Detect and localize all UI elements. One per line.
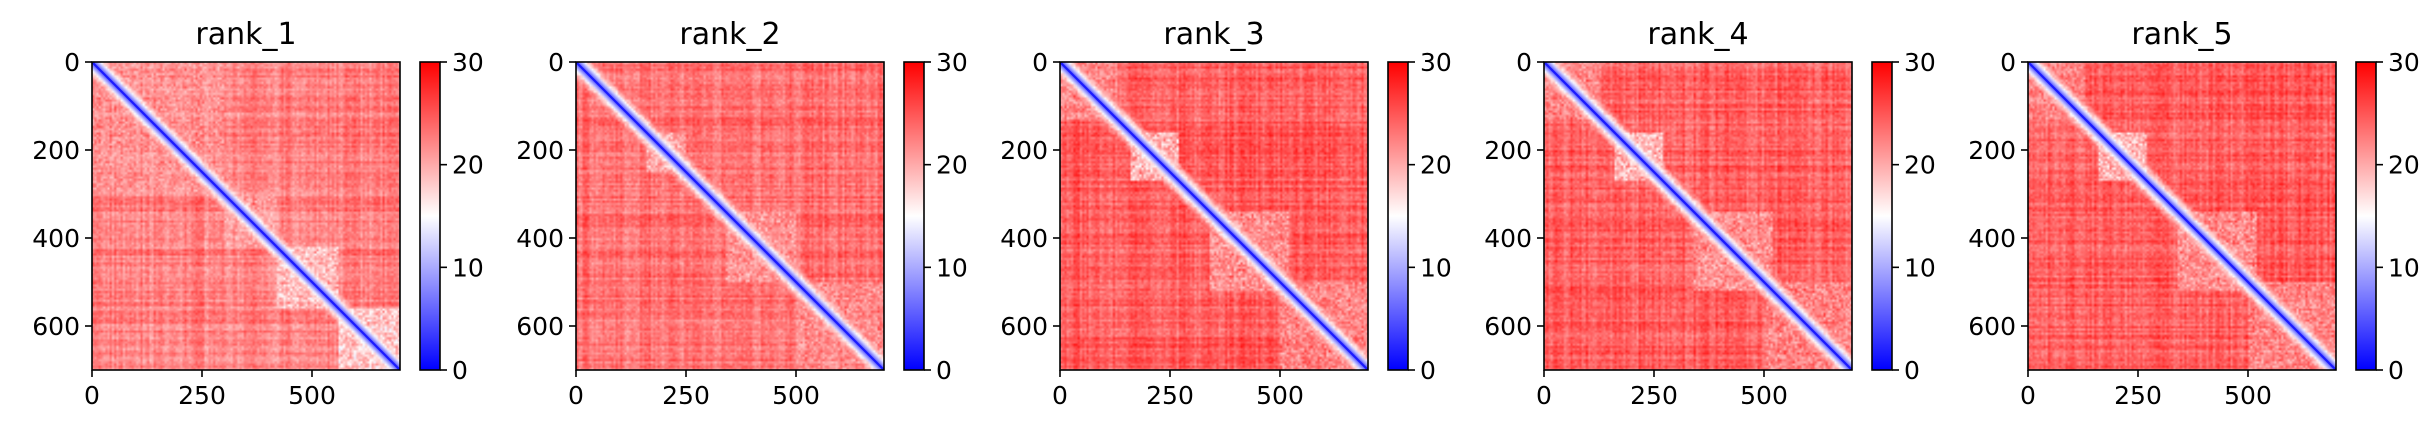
colorbar-tick-label: 20	[936, 151, 968, 180]
x-tick-label: 500	[288, 381, 336, 410]
x-tick-label: 250	[1630, 381, 1678, 410]
colorbar-tick-label: 20	[1904, 151, 1936, 180]
y-tick-label: 0	[64, 48, 80, 77]
colorbar-frame	[2355, 61, 2377, 371]
chart-title: rank_4	[1647, 17, 1748, 52]
colorbar-tick-label: 10	[1420, 253, 1452, 282]
plot-frame	[1059, 61, 1369, 371]
y-tick-label: 200	[32, 136, 80, 165]
plot-frame	[575, 61, 885, 371]
x-tick-label: 0	[568, 381, 584, 410]
colorbar	[1388, 62, 1408, 370]
y-tick-label: 400	[1484, 224, 1532, 253]
plot-frame	[91, 61, 401, 371]
y-tick-label: 400	[1000, 224, 1048, 253]
colorbar-tick-label: 10	[1904, 253, 1936, 282]
panel-rank_1: rank_1 0 250 500 0 200 400 600 0 10 20 30	[32, 17, 484, 410]
y-tick-label: 0	[1516, 48, 1532, 77]
diagonal-line	[1059, 61, 1369, 371]
plot-frame	[2027, 61, 2337, 371]
chart-title: rank_2	[679, 17, 780, 52]
colorbar-tick-label: 30	[936, 48, 968, 77]
colorbar	[420, 62, 440, 370]
plot-frame	[1543, 61, 1853, 371]
x-tick-label: 500	[772, 381, 820, 410]
diagonal-line	[1543, 61, 1853, 371]
x-tick-label: 250	[1146, 381, 1194, 410]
y-tick-label: 200	[1484, 136, 1532, 165]
y-tick-label: 400	[516, 224, 564, 253]
colorbar-frame	[1871, 61, 1893, 371]
y-tick-label: 0	[1032, 48, 1048, 77]
y-tick-label: 600	[32, 312, 80, 341]
colorbar-tick-label: 0	[1420, 356, 1436, 385]
x-tick-label: 0	[1536, 381, 1552, 410]
diagonal-line	[575, 61, 885, 371]
y-tick-label: 200	[516, 136, 564, 165]
y-tick-label: 600	[1484, 312, 1532, 341]
colorbar-tick-label: 10	[2388, 253, 2420, 282]
colorbar-tick-label: 30	[1420, 48, 1452, 77]
diagonal-line	[2027, 61, 2337, 371]
x-tick-label: 500	[1740, 381, 1788, 410]
panel-rank_4: rank_4 0 250 500 0 200 400 600 0 10 20 30	[1484, 17, 1936, 410]
x-tick-label: 500	[2224, 381, 2272, 410]
colorbar	[1872, 62, 1892, 370]
y-tick-label: 400	[32, 224, 80, 253]
chart-title: rank_5	[2131, 17, 2232, 52]
x-tick-label: 500	[1256, 381, 1304, 410]
y-tick-label: 200	[1968, 136, 2016, 165]
colorbar	[2356, 62, 2376, 370]
x-tick-label: 0	[2020, 381, 2036, 410]
x-tick-label: 250	[178, 381, 226, 410]
x-tick-label: 250	[662, 381, 710, 410]
x-tick-label: 0	[1052, 381, 1068, 410]
colorbar-tick-label: 0	[2388, 356, 2404, 385]
y-tick-label: 600	[1968, 312, 2016, 341]
diagonal-line	[91, 61, 401, 371]
panel-rank_5: rank_5 0 250 500 0 200 400 600 0 10 20 30	[1968, 17, 2420, 410]
y-tick-label: 0	[2000, 48, 2016, 77]
colorbar	[904, 62, 924, 370]
colorbar-tick-label: 10	[452, 253, 484, 282]
colorbar-frame	[419, 61, 441, 371]
colorbar-tick-label: 0	[1904, 356, 1920, 385]
colorbar-tick-label: 10	[936, 253, 968, 282]
colorbar-tick-label: 30	[2388, 48, 2420, 77]
colorbar-tick-label: 20	[1420, 151, 1452, 180]
chart-title: rank_1	[195, 17, 296, 52]
y-tick-label: 600	[1000, 312, 1048, 341]
colorbar-tick-label: 20	[2388, 151, 2420, 180]
panel-rank_2: rank_2 0 250 500 0 200 400 600 0 10 20 30	[516, 17, 968, 410]
y-tick-label: 600	[516, 312, 564, 341]
colorbar-tick-label: 30	[1904, 48, 1936, 77]
colorbar-tick-label: 0	[936, 356, 952, 385]
panel-rank_3: rank_3 0 250 500 0 200 400 600 0 10 20 30	[1000, 17, 1452, 410]
colorbar-tick-label: 20	[452, 151, 484, 180]
y-tick-label: 0	[548, 48, 564, 77]
y-tick-label: 200	[1000, 136, 1048, 165]
colorbar-frame	[903, 61, 925, 371]
chart-title: rank_3	[1163, 17, 1264, 52]
x-tick-label: 250	[2114, 381, 2162, 410]
colorbar-tick-label: 0	[452, 356, 468, 385]
y-tick-label: 400	[1968, 224, 2016, 253]
x-tick-label: 0	[84, 381, 100, 410]
colorbar-tick-label: 30	[452, 48, 484, 77]
colorbar-frame	[1387, 61, 1409, 371]
